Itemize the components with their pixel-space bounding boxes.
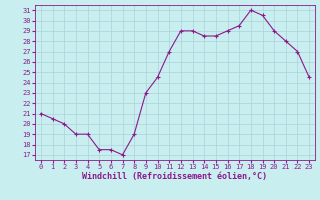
X-axis label: Windchill (Refroidissement éolien,°C): Windchill (Refroidissement éolien,°C) — [83, 172, 268, 181]
